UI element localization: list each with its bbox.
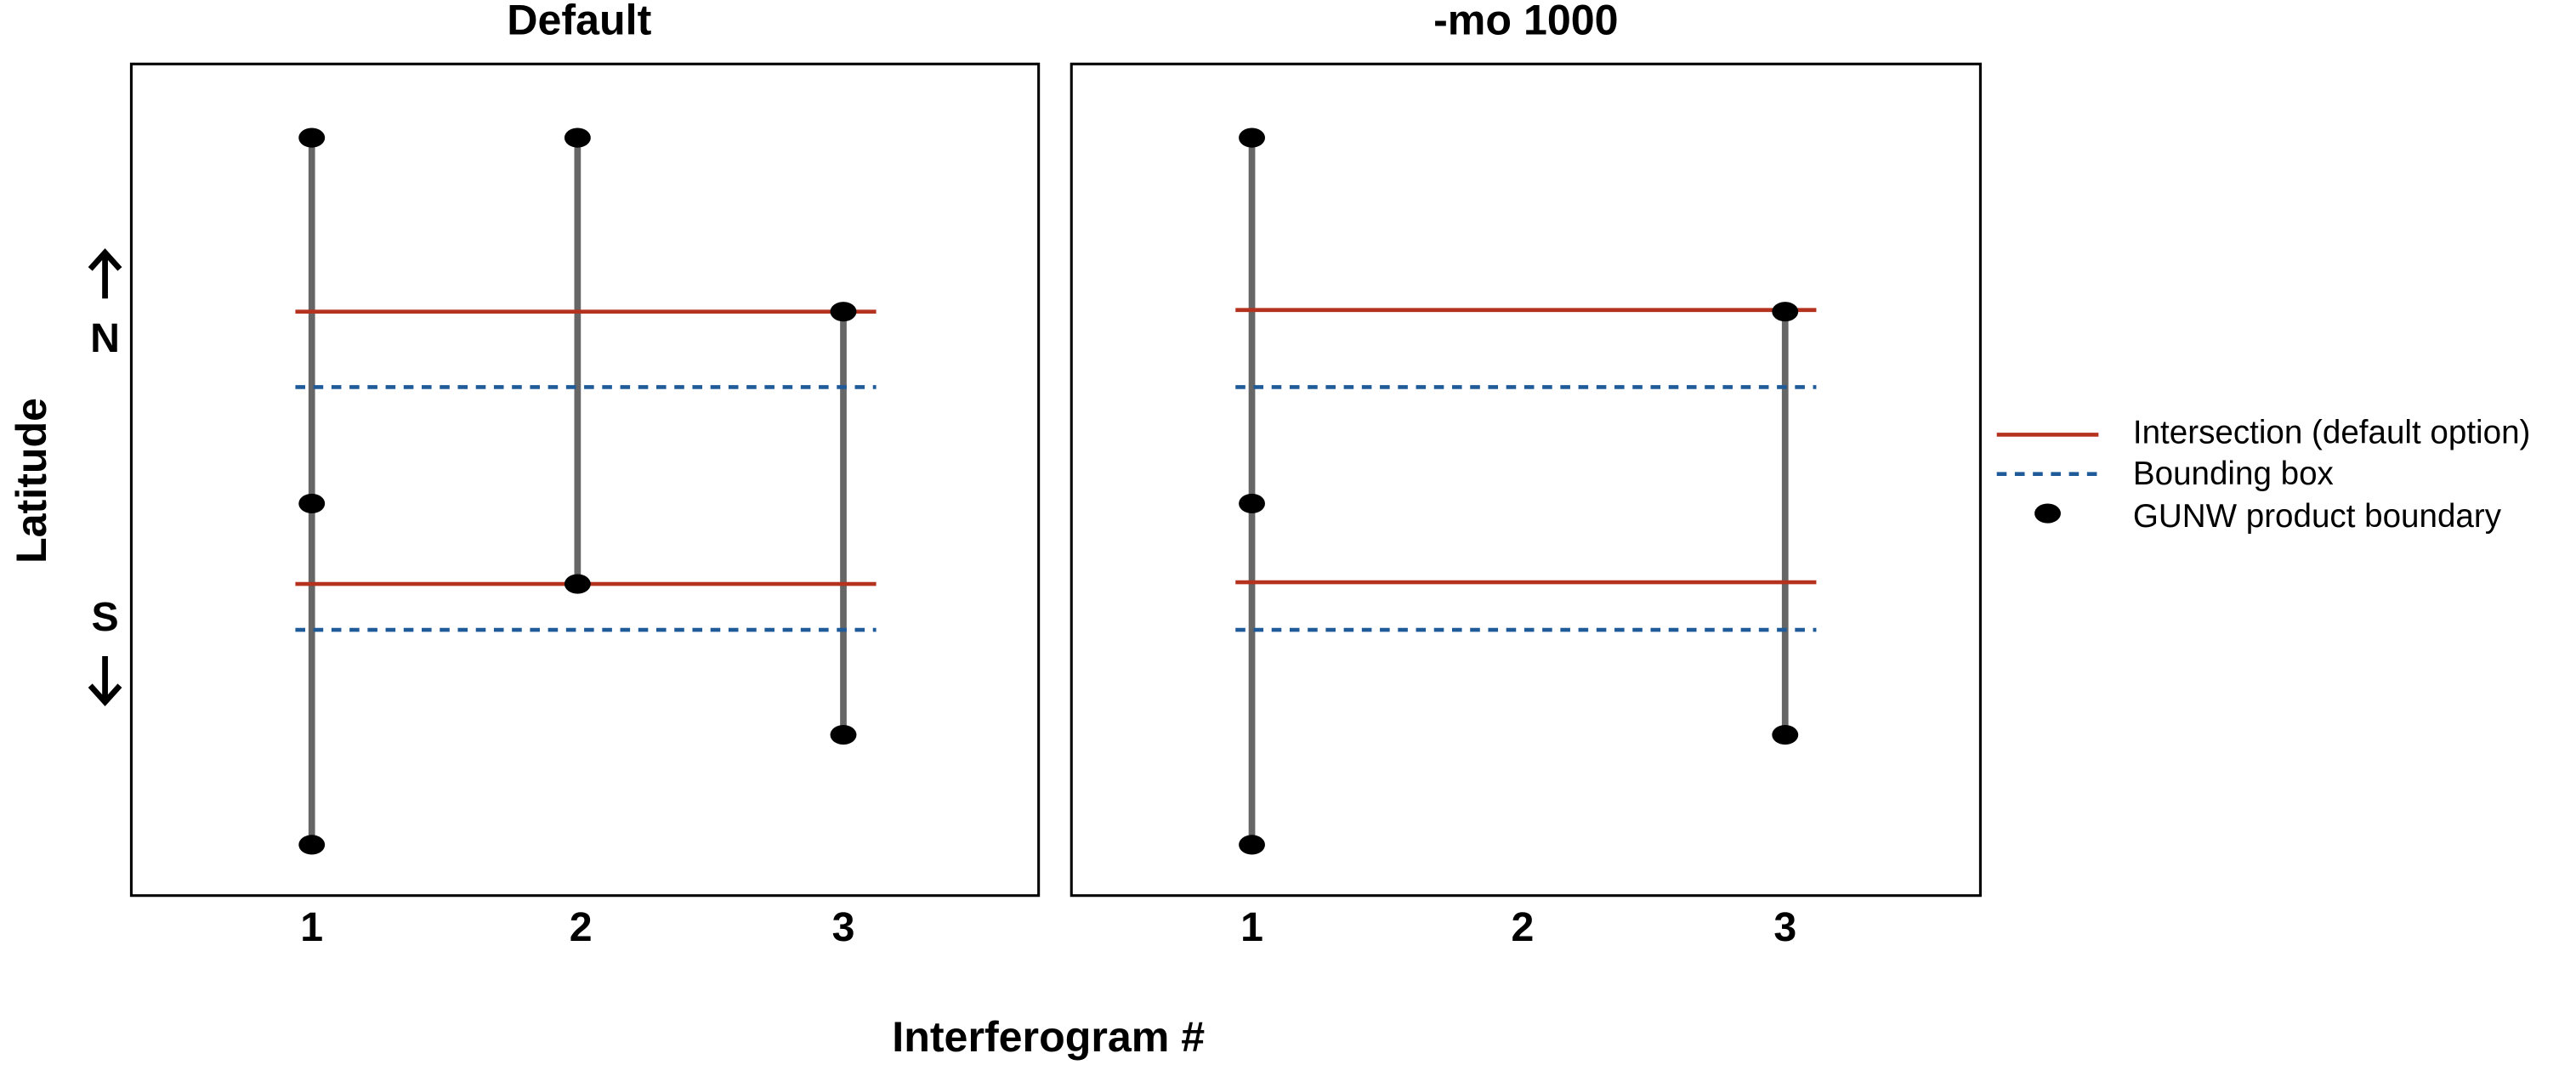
boundary-dot — [1239, 835, 1265, 855]
panel-title: -mo 1000 — [1433, 0, 1618, 43]
north-label: N — [90, 315, 120, 361]
boundary-dot — [830, 302, 857, 322]
legend-swatch — [2034, 503, 2061, 524]
legend-label: GUNW product boundary — [2133, 498, 2502, 535]
boundary-dot — [298, 835, 326, 855]
x-tick-label: 1 — [300, 904, 323, 950]
x-tick-label: 3 — [832, 904, 855, 950]
x-tick-label: 3 — [1773, 904, 1796, 950]
x-tick-label: 2 — [570, 904, 593, 950]
south-arrow — [88, 655, 122, 707]
x-axis-label: Interferogram # — [892, 1013, 1205, 1061]
x-tick-label: 1 — [1240, 904, 1263, 950]
boundary-dot — [1239, 127, 1265, 148]
boundary-dot — [298, 127, 326, 148]
boundary-dot — [830, 725, 857, 745]
south-label: S — [91, 594, 118, 640]
boundary-dot — [298, 493, 326, 514]
boundary-dot — [1772, 725, 1799, 745]
boundary-dot — [564, 574, 591, 594]
boundary-dot — [1772, 302, 1799, 322]
legend-label: Bounding box — [2133, 456, 2334, 492]
legend-label: Intersection (default option) — [2133, 415, 2531, 451]
panel-frame — [1070, 62, 1982, 898]
panel-frame — [129, 62, 1041, 898]
y-axis-label: Latitude — [8, 398, 55, 563]
north-arrow — [88, 248, 122, 299]
x-tick-label: 2 — [1512, 904, 1535, 950]
boundary-dot — [1239, 493, 1265, 514]
boundary-dot — [564, 127, 591, 148]
panel-title: Default — [507, 0, 651, 43]
